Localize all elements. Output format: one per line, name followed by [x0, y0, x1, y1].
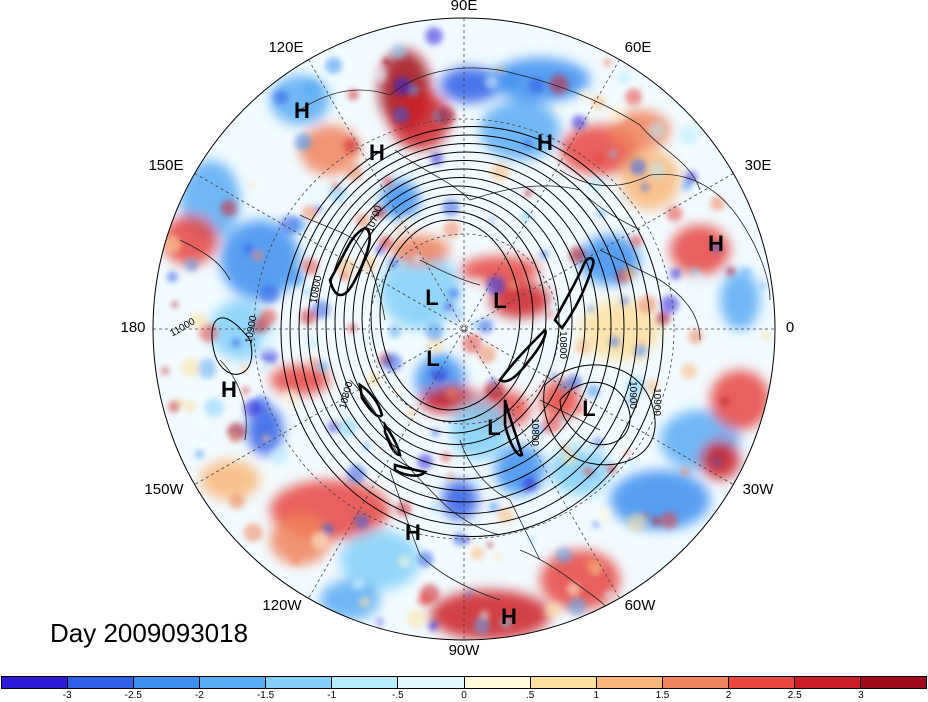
colorbar-tick-label: 0 [461, 690, 467, 701]
colorbar-swatch [398, 677, 465, 688]
colorbar-tick-label: 1 [593, 690, 600, 701]
colorbar-swatch [134, 677, 201, 688]
colorbar-tick-label: .5 [525, 690, 535, 701]
longitude-label: 30W [743, 481, 775, 498]
low-center-canadian-archipelago: L [426, 346, 439, 371]
longitude-label: 0 [786, 319, 794, 336]
colorbar-tick-label: 2 [725, 690, 732, 701]
longitude-labels: 90E 60E 30E 0 30W 60W 90W 120W 150W 180 150E 120E [120, 0, 794, 659]
colorbar-swatch [332, 677, 399, 688]
high-center-siberia-east: H [369, 140, 385, 165]
colorbar-swatch [200, 677, 267, 688]
colorbar-tick-label: 3 [858, 690, 864, 701]
contour-label: 10900 [244, 314, 260, 344]
low-center-hudson-bay: L [487, 415, 500, 440]
colorbar-swatch [266, 677, 333, 688]
high-center-caribbean: H [501, 604, 517, 629]
colorbar-swatch [530, 677, 597, 688]
colorbar-tick-labels: -3 -2.5 -2 -1.5 -1 -.5 0 .5 1 1.5 2 2.5 3 [1, 690, 927, 702]
low-center-arctic-west: L [425, 285, 438, 310]
colorbar-swatch [68, 677, 135, 688]
longitude-label: 60W [625, 597, 657, 614]
colorbar-swatch [464, 677, 531, 688]
map-boundary [152, 17, 776, 641]
colorbar-swatch [728, 677, 795, 688]
contour-label: 10900 [651, 388, 662, 416]
low-center-north-atlantic: L [582, 396, 595, 421]
colorbar-swatch [662, 677, 729, 688]
longitude-label: 150W [144, 481, 184, 498]
contour-label: 10800 [557, 331, 568, 359]
height-contours [211, 126, 664, 537]
high-center-north-pacific: H [221, 377, 237, 402]
graticule [153, 18, 775, 640]
contour-label: 10900 [627, 381, 638, 409]
high-center-north-america: H [405, 520, 421, 545]
colorbar-tick-label: 2.5 [787, 690, 802, 701]
longitude-label: 180 [120, 319, 145, 336]
longitude-label: 120W [262, 597, 302, 614]
polar-stereographic-map: 90E 60E 30E 0 30W 60W 90W 120W 150W 180 150E 120E H… [120, 0, 794, 659]
colorbar-tick-label: -2.5 [124, 690, 142, 701]
colorbar-swatch [794, 677, 862, 688]
colorbar-tick-label: 1.5 [655, 690, 670, 701]
jet-streak-contours [328, 226, 595, 477]
colorbar-tick-label: -3 [62, 690, 72, 701]
pressure-center-markers: H H H H H H H L L L L L [221, 98, 724, 629]
contour-label: 10800 [309, 274, 325, 304]
longitude-label: 30E [745, 157, 772, 174]
colorbar-swatch [2, 677, 69, 688]
contour-label: 10800 [529, 418, 540, 446]
low-center-arctic-east: L [493, 288, 506, 313]
colorbar [1, 676, 927, 689]
high-center-central-asia: H [537, 130, 553, 155]
colorbar-tick-label: -2 [194, 690, 204, 701]
day-title: Day 2009093018 [50, 618, 249, 648]
longitude-label: 60E [625, 39, 652, 56]
colorbar-swatch [861, 677, 927, 688]
longitude-label: 90W [449, 642, 481, 659]
longitude-label: 150E [148, 157, 183, 174]
longitude-label: 90E [451, 0, 478, 14]
high-center-europe: H [708, 231, 724, 256]
colorbar-tick-label: -1.5 [256, 690, 275, 701]
colorbar-swatch [596, 677, 663, 688]
longitude-label: 120E [268, 39, 303, 56]
colorbar-tick-label: -.5 [392, 690, 404, 701]
high-center-siberia-west: H [294, 98, 310, 123]
colorbar-tick-label: -1 [327, 690, 337, 701]
